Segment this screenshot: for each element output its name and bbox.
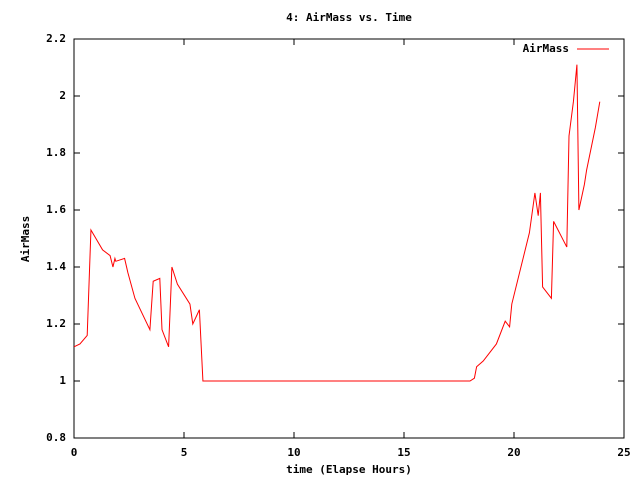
y-tick-label: 1.2	[46, 317, 66, 330]
y-tick-label: 2	[59, 89, 66, 102]
x-tick-label: 5	[181, 446, 188, 459]
x-tick-label: 25	[617, 446, 630, 459]
x-axis-label: time (Elapse Hours)	[286, 463, 412, 476]
x-tick-label: 0	[71, 446, 78, 459]
legend-label: AirMass	[523, 42, 569, 55]
x-tick-label: 20	[507, 446, 520, 459]
y-tick-label: 1	[59, 374, 66, 387]
y-tick-label: 0.8	[46, 431, 66, 444]
plot-frame	[73, 38, 625, 439]
y-tick-label: 1.8	[46, 146, 66, 159]
data-line	[73, 64, 601, 382]
y-tick-label: 2.2	[46, 32, 66, 45]
x-tick-label: 10	[287, 446, 300, 459]
y-tick-label: 1.6	[46, 203, 66, 216]
y-tick-label: 1.4	[46, 260, 66, 273]
y-axis-label: AirMass	[19, 216, 32, 262]
x-tick-label: 15	[397, 446, 410, 459]
chart-title: 4: AirMass vs. Time	[286, 11, 412, 24]
